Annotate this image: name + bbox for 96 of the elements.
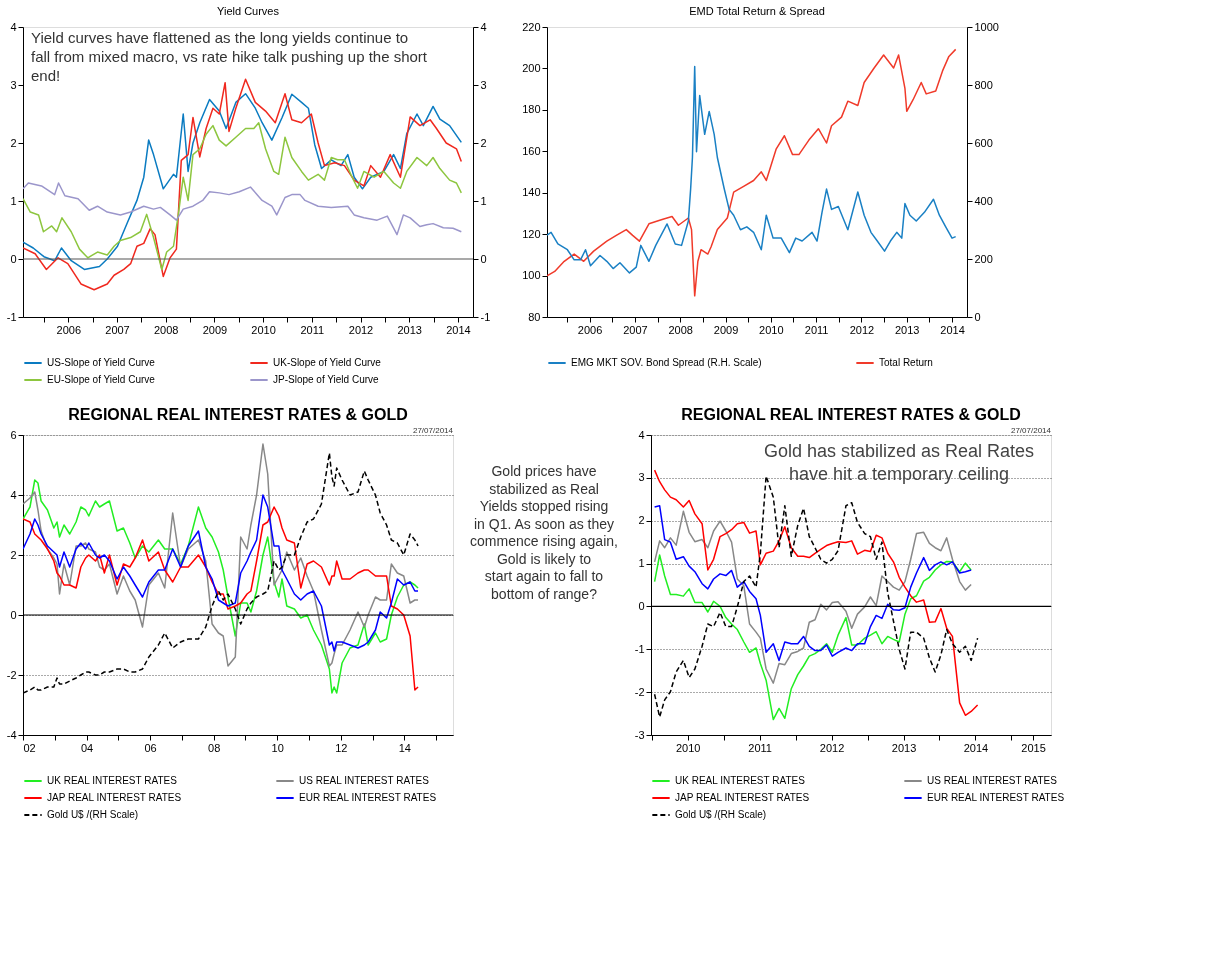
y-tick-label: 4 xyxy=(638,428,645,441)
text: 27/07/2014 xyxy=(1010,426,1052,435)
x-tick-label: 2009 xyxy=(202,323,228,336)
y-tick-label: 3 xyxy=(638,471,645,484)
annotation: Gold has stabilized as Real Rates have hit a temporary ceiling xyxy=(763,441,1035,484)
legend-label: UK REAL INTEREST RATES xyxy=(47,775,178,786)
legend-label: Gold U$ /(RH Scale) xyxy=(675,809,767,820)
legend-label: UK REAL INTEREST RATES xyxy=(675,775,806,786)
y-tick-label: 0 xyxy=(638,599,645,612)
x-tick-label: 2010 xyxy=(675,741,701,754)
x-tick-label: 2014 xyxy=(940,323,965,336)
x-tick-label: 2014 xyxy=(963,741,989,754)
legend-label: JAP REAL INTEREST RATES xyxy=(47,792,182,803)
x-tick-label: 2011 xyxy=(300,323,325,336)
legend-label: JAP REAL INTEREST RATES xyxy=(675,792,810,803)
legend-label: Gold U$ /(RH Scale) xyxy=(47,809,139,820)
y2-tick-label: 600 xyxy=(974,136,993,149)
y-tick-label: 80 xyxy=(528,310,541,323)
x-tick-label: 2006 xyxy=(577,323,603,336)
x-tick-label: 2007 xyxy=(623,323,648,336)
y-tick-label: -2 xyxy=(634,685,645,698)
y-tick-label: 2 xyxy=(10,548,17,561)
chart-title: REGIONAL REAL INTEREST RATES & GOLD xyxy=(681,406,1021,423)
y-tick-label: 2 xyxy=(638,514,645,527)
y-tick-label: 2 xyxy=(10,136,17,149)
y2-tick-label: 1 xyxy=(480,194,487,207)
y2-tick-label: 200 xyxy=(974,252,993,265)
y2-tick-label: 2 xyxy=(480,136,487,149)
y-tick-label: 4 xyxy=(10,488,17,501)
chart-title: EMD Total Return & Spread xyxy=(689,5,825,17)
y-tick-label: -1 xyxy=(634,642,645,655)
legend-label: US REAL INTEREST RATES xyxy=(927,775,1058,786)
x-tick-label: 2008 xyxy=(668,323,693,336)
x-tick-label: 2012 xyxy=(348,323,374,336)
x-tick-label: 2013 xyxy=(895,323,920,336)
x-tick-label: 2009 xyxy=(713,323,739,336)
x-tick-label: 2012 xyxy=(849,323,875,336)
legend-label: EU-Slope of Yield Curve xyxy=(47,374,156,385)
y-tick-label: 220 xyxy=(522,20,541,33)
y-tick-label: -4 xyxy=(6,728,17,741)
legend-label: EUR REAL INTEREST RATES xyxy=(299,792,437,803)
x-tick-label: 2012 xyxy=(819,741,845,754)
y2-tick-label: -1 xyxy=(480,310,491,323)
y-tick-label: -1 xyxy=(6,310,17,323)
x-tick-label: 2008 xyxy=(153,323,179,336)
y2-tick-label: 0 xyxy=(480,252,487,265)
text: Gold prices have stabilized as Real Yields stopped rising in Q1. As soon as they commence rising again, Gold is likely to start again to fall to bottom of range? xyxy=(470,463,618,602)
legend-label: US-Slope of Yield Curve xyxy=(47,357,156,368)
y-tick-label: -2 xyxy=(6,668,17,681)
annotation: Yield curves have flattened as the long yields continue to fall from mixed macro, vs rate hike talk pushing up the short end! xyxy=(31,29,428,84)
legend-label: Total Return xyxy=(879,357,933,368)
x-tick-label: 2010 xyxy=(759,323,784,336)
y-tick-label: 200 xyxy=(522,61,541,74)
y-tick-label: 4 xyxy=(10,20,17,33)
x-tick-label: 2013 xyxy=(891,741,917,754)
y2-tick-label: 800 xyxy=(974,78,993,91)
x-tick-label: 2007 xyxy=(105,323,130,336)
x-tick-label: 2014 xyxy=(446,323,471,336)
x-tick-label: 14 xyxy=(398,741,411,754)
y2-tick-label: 1000 xyxy=(974,20,999,33)
x-tick-label: 2010 xyxy=(251,323,276,336)
x-tick-label: 2011 xyxy=(748,741,772,754)
x-tick-label: 2015 xyxy=(1021,741,1046,754)
x-tick-label: 08 xyxy=(208,741,221,754)
chart-title: REGIONAL REAL INTEREST RATES & GOLD xyxy=(68,406,408,423)
legend-label: EUR REAL INTEREST RATES xyxy=(927,792,1065,803)
chart-title: Yield Curves xyxy=(217,5,280,17)
y-tick-label: 160 xyxy=(522,144,541,157)
y2-tick-label: 400 xyxy=(974,194,993,207)
text: 27/07/2014 xyxy=(412,426,454,435)
x-tick-label: 04 xyxy=(80,741,94,754)
y2-tick-label: 0 xyxy=(974,310,981,323)
legend-label: UK-Slope of Yield Curve xyxy=(273,357,382,368)
x-tick-label: 2006 xyxy=(56,323,82,336)
legend-label: EMG MKT SOV. Bond Spread (R.H. Scale) xyxy=(571,357,762,368)
y-tick-label: -3 xyxy=(634,728,645,741)
x-tick-label: 2011 xyxy=(804,323,829,336)
y2-tick-label: 3 xyxy=(480,78,487,91)
y-tick-label: 6 xyxy=(10,428,17,441)
y-tick-label: 1 xyxy=(638,557,645,570)
legend-label: JP-Slope of Yield Curve xyxy=(273,374,380,385)
y-tick-label: 1 xyxy=(10,194,17,207)
y-tick-label: 3 xyxy=(10,78,17,91)
y-tick-label: 140 xyxy=(522,186,541,199)
y-tick-label: 0 xyxy=(10,608,17,621)
x-tick-label: 12 xyxy=(335,741,348,754)
y-tick-label: 100 xyxy=(522,269,541,282)
x-tick-label: 2013 xyxy=(397,323,422,336)
y-tick-label: 0 xyxy=(10,252,17,265)
legend-label: US REAL INTEREST RATES xyxy=(299,775,430,786)
x-tick-label: 10 xyxy=(271,741,284,754)
y-tick-label: 180 xyxy=(522,103,541,116)
y2-tick-label: 4 xyxy=(480,20,487,33)
x-tick-label: 06 xyxy=(144,741,157,754)
y-tick-label: 120 xyxy=(522,227,541,240)
x-tick-label: 02 xyxy=(23,741,36,754)
